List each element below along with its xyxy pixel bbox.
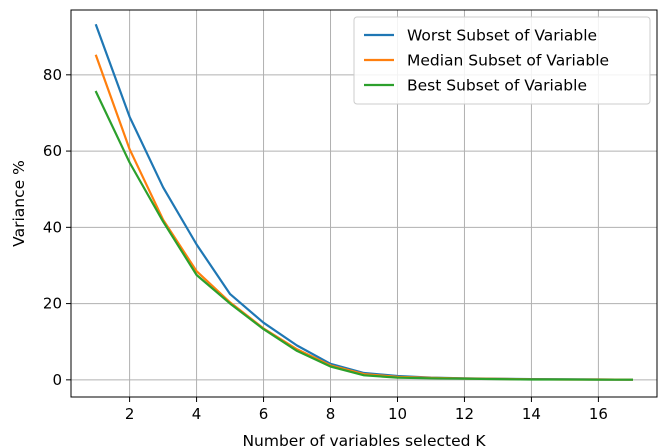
legend-label-2: Median Subset of Variable (407, 52, 609, 70)
x-tick-label: 4 (192, 405, 202, 423)
x-tick-label: 16 (589, 405, 608, 423)
y-tick-label: 80 (43, 66, 62, 84)
y-tick-label: 40 (43, 218, 62, 236)
plot-frame (70, 9, 658, 398)
legend-label-1: Worst Subset of Variable (407, 27, 597, 45)
y-tick-label: 20 (43, 295, 62, 313)
y-tick-label: 60 (43, 142, 62, 160)
x-axis-label: Number of variables selected K (242, 432, 486, 448)
x-tick-label: 6 (259, 405, 269, 423)
series-lines (94, 23, 634, 381)
y-tick-label: 0 (52, 371, 62, 389)
x-tick-label: 2 (125, 405, 135, 423)
x-tick-label: 10 (388, 405, 407, 423)
legend-label-3: Best Subset of Variable (407, 77, 587, 95)
axis-ticks: 2 4 6 8 10 12 14 16 0 20 40 60 80 (43, 66, 608, 423)
legend-box (353, 16, 651, 105)
legend: Worst Subset of Variable Median Subset of… (353, 16, 651, 105)
series-line-3 (94, 90, 634, 381)
x-tick-label: 12 (455, 405, 474, 423)
x-tick-label: 8 (326, 405, 336, 423)
y-axis-label: Variance % (10, 160, 28, 247)
x-tick-label: 14 (522, 405, 541, 423)
